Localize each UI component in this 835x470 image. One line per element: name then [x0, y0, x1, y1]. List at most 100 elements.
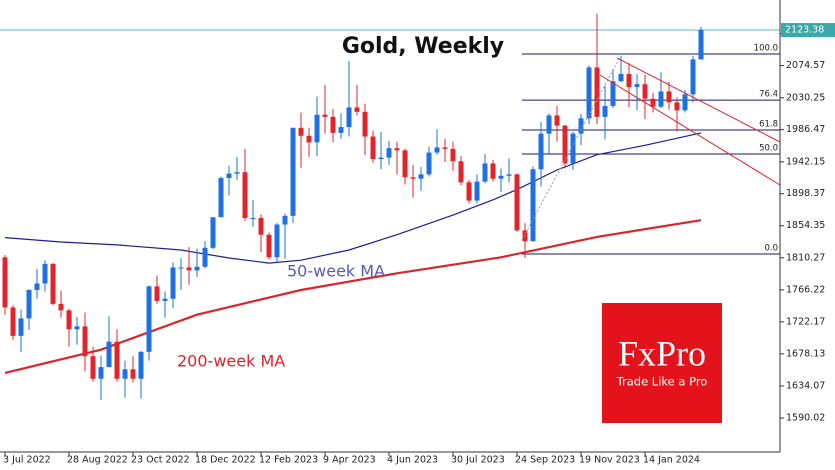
candle-body	[442, 147, 448, 149]
chart-title: Gold, Weekly	[342, 34, 504, 59]
candle-body	[490, 163, 496, 179]
channel-line	[599, 74, 781, 186]
candle-body	[170, 267, 176, 299]
y-tick-label: 1942.15	[786, 156, 825, 167]
candle-body	[594, 67, 600, 117]
candle-body	[202, 247, 208, 267]
candle-body	[226, 173, 232, 178]
candle-body	[266, 234, 272, 258]
candle-body	[450, 148, 456, 162]
x-tick-label: 24 Sep 2023	[515, 455, 575, 466]
candle-body	[50, 263, 56, 304]
x-tick-label: 9 Apr 2023	[323, 455, 376, 466]
candle-body	[258, 217, 264, 235]
candle-body	[114, 341, 120, 379]
y-tick-label: 1722.17	[786, 316, 825, 327]
candle-body	[18, 318, 24, 336]
candle-body	[610, 81, 616, 106]
candle-body	[578, 118, 584, 134]
candle-body	[82, 326, 88, 357]
candle-body	[690, 59, 696, 95]
candle-body	[602, 105, 608, 117]
candle-body	[562, 125, 568, 164]
candle-body	[178, 267, 184, 269]
y-tick-label: 1678.13	[786, 348, 825, 359]
candle-body	[418, 174, 424, 179]
y-tick-label: 1634.07	[786, 380, 825, 391]
candle-body	[538, 133, 544, 170]
last-price-label: 2123.38	[785, 25, 824, 36]
ma-label: 200-week MA	[177, 352, 285, 371]
candle-body	[282, 215, 288, 225]
candle-body	[162, 298, 168, 301]
candle-body	[10, 307, 16, 336]
last-price-tag	[781, 23, 835, 38]
candle-body	[234, 172, 240, 174]
candle-body	[122, 369, 128, 379]
y-tick-label: 1810.27	[786, 252, 825, 263]
x-tick-label: 3 Jul 2022	[3, 455, 51, 466]
fib-label: 0.0	[764, 244, 778, 254]
candle-body	[306, 135, 312, 143]
candle-body	[402, 150, 408, 178]
candle-body	[194, 266, 200, 271]
candle-body	[410, 177, 416, 179]
candle-body	[338, 127, 344, 133]
fib-label: 100.0	[754, 43, 778, 53]
candle-body	[498, 175, 504, 179]
candle-body	[290, 127, 296, 216]
fib-label: 76.4	[759, 90, 778, 100]
candle-body	[138, 351, 144, 379]
candle-body	[106, 341, 112, 368]
candle-body	[658, 91, 664, 107]
candle-body	[354, 107, 360, 112]
candle-body	[698, 30, 704, 60]
y-tick-label: 1590.02	[786, 413, 825, 424]
candle-body	[146, 286, 152, 352]
x-tick-label: 19 Nov 2023	[579, 455, 640, 466]
candle-body	[514, 174, 520, 231]
candle-body	[98, 367, 104, 379]
y-tick-label: 1854.35	[786, 220, 825, 231]
candle-body	[466, 182, 472, 201]
candle-body	[330, 116, 336, 133]
candle-body	[250, 217, 256, 219]
x-tick-label: 30 Jul 2023	[451, 455, 505, 466]
candle-body	[642, 84, 648, 99]
candle-body	[586, 67, 592, 119]
candle-body	[378, 157, 384, 160]
y-tick-label: 2030.25	[786, 92, 825, 103]
candle-body	[506, 174, 512, 176]
x-tick-label: 14 Jan 2024	[643, 455, 700, 466]
candle-body	[274, 224, 280, 258]
candle-body	[386, 148, 392, 158]
x-tick-label: 4 Jun 2023	[387, 455, 438, 466]
logo-tagline: Trade Like a Pro	[616, 375, 708, 389]
y-tick-label: 1898.37	[786, 188, 825, 199]
x-tick-label: 23 Oct 2022	[131, 455, 190, 466]
candle-body	[474, 181, 480, 201]
y-tick-label: 2074.57	[786, 60, 825, 71]
candle-body	[626, 73, 632, 88]
candle-body	[42, 263, 48, 284]
y-tick-label: 1986.47	[786, 124, 825, 135]
candle-body	[242, 172, 248, 218]
x-tick-label: 12 Feb 2023	[259, 455, 318, 466]
candle-body	[298, 127, 304, 136]
candle-body	[618, 73, 624, 82]
logo-name: FxPro	[618, 333, 706, 373]
candle-body	[530, 169, 536, 242]
candle-body	[426, 152, 432, 175]
ma-line	[4, 132, 702, 264]
plot-area: 100.0 76.4 61.8 50.0 0.0	[0, 13, 780, 400]
candle-body	[210, 217, 216, 248]
candle-body	[346, 107, 352, 128]
candle-body	[482, 163, 488, 182]
candle-body	[74, 326, 80, 330]
candle-body	[546, 115, 552, 134]
x-tick-label: 18 Dec 2022	[195, 455, 256, 466]
candle-body	[154, 286, 160, 301]
candle-body	[682, 94, 688, 111]
candle-body	[522, 230, 528, 242]
